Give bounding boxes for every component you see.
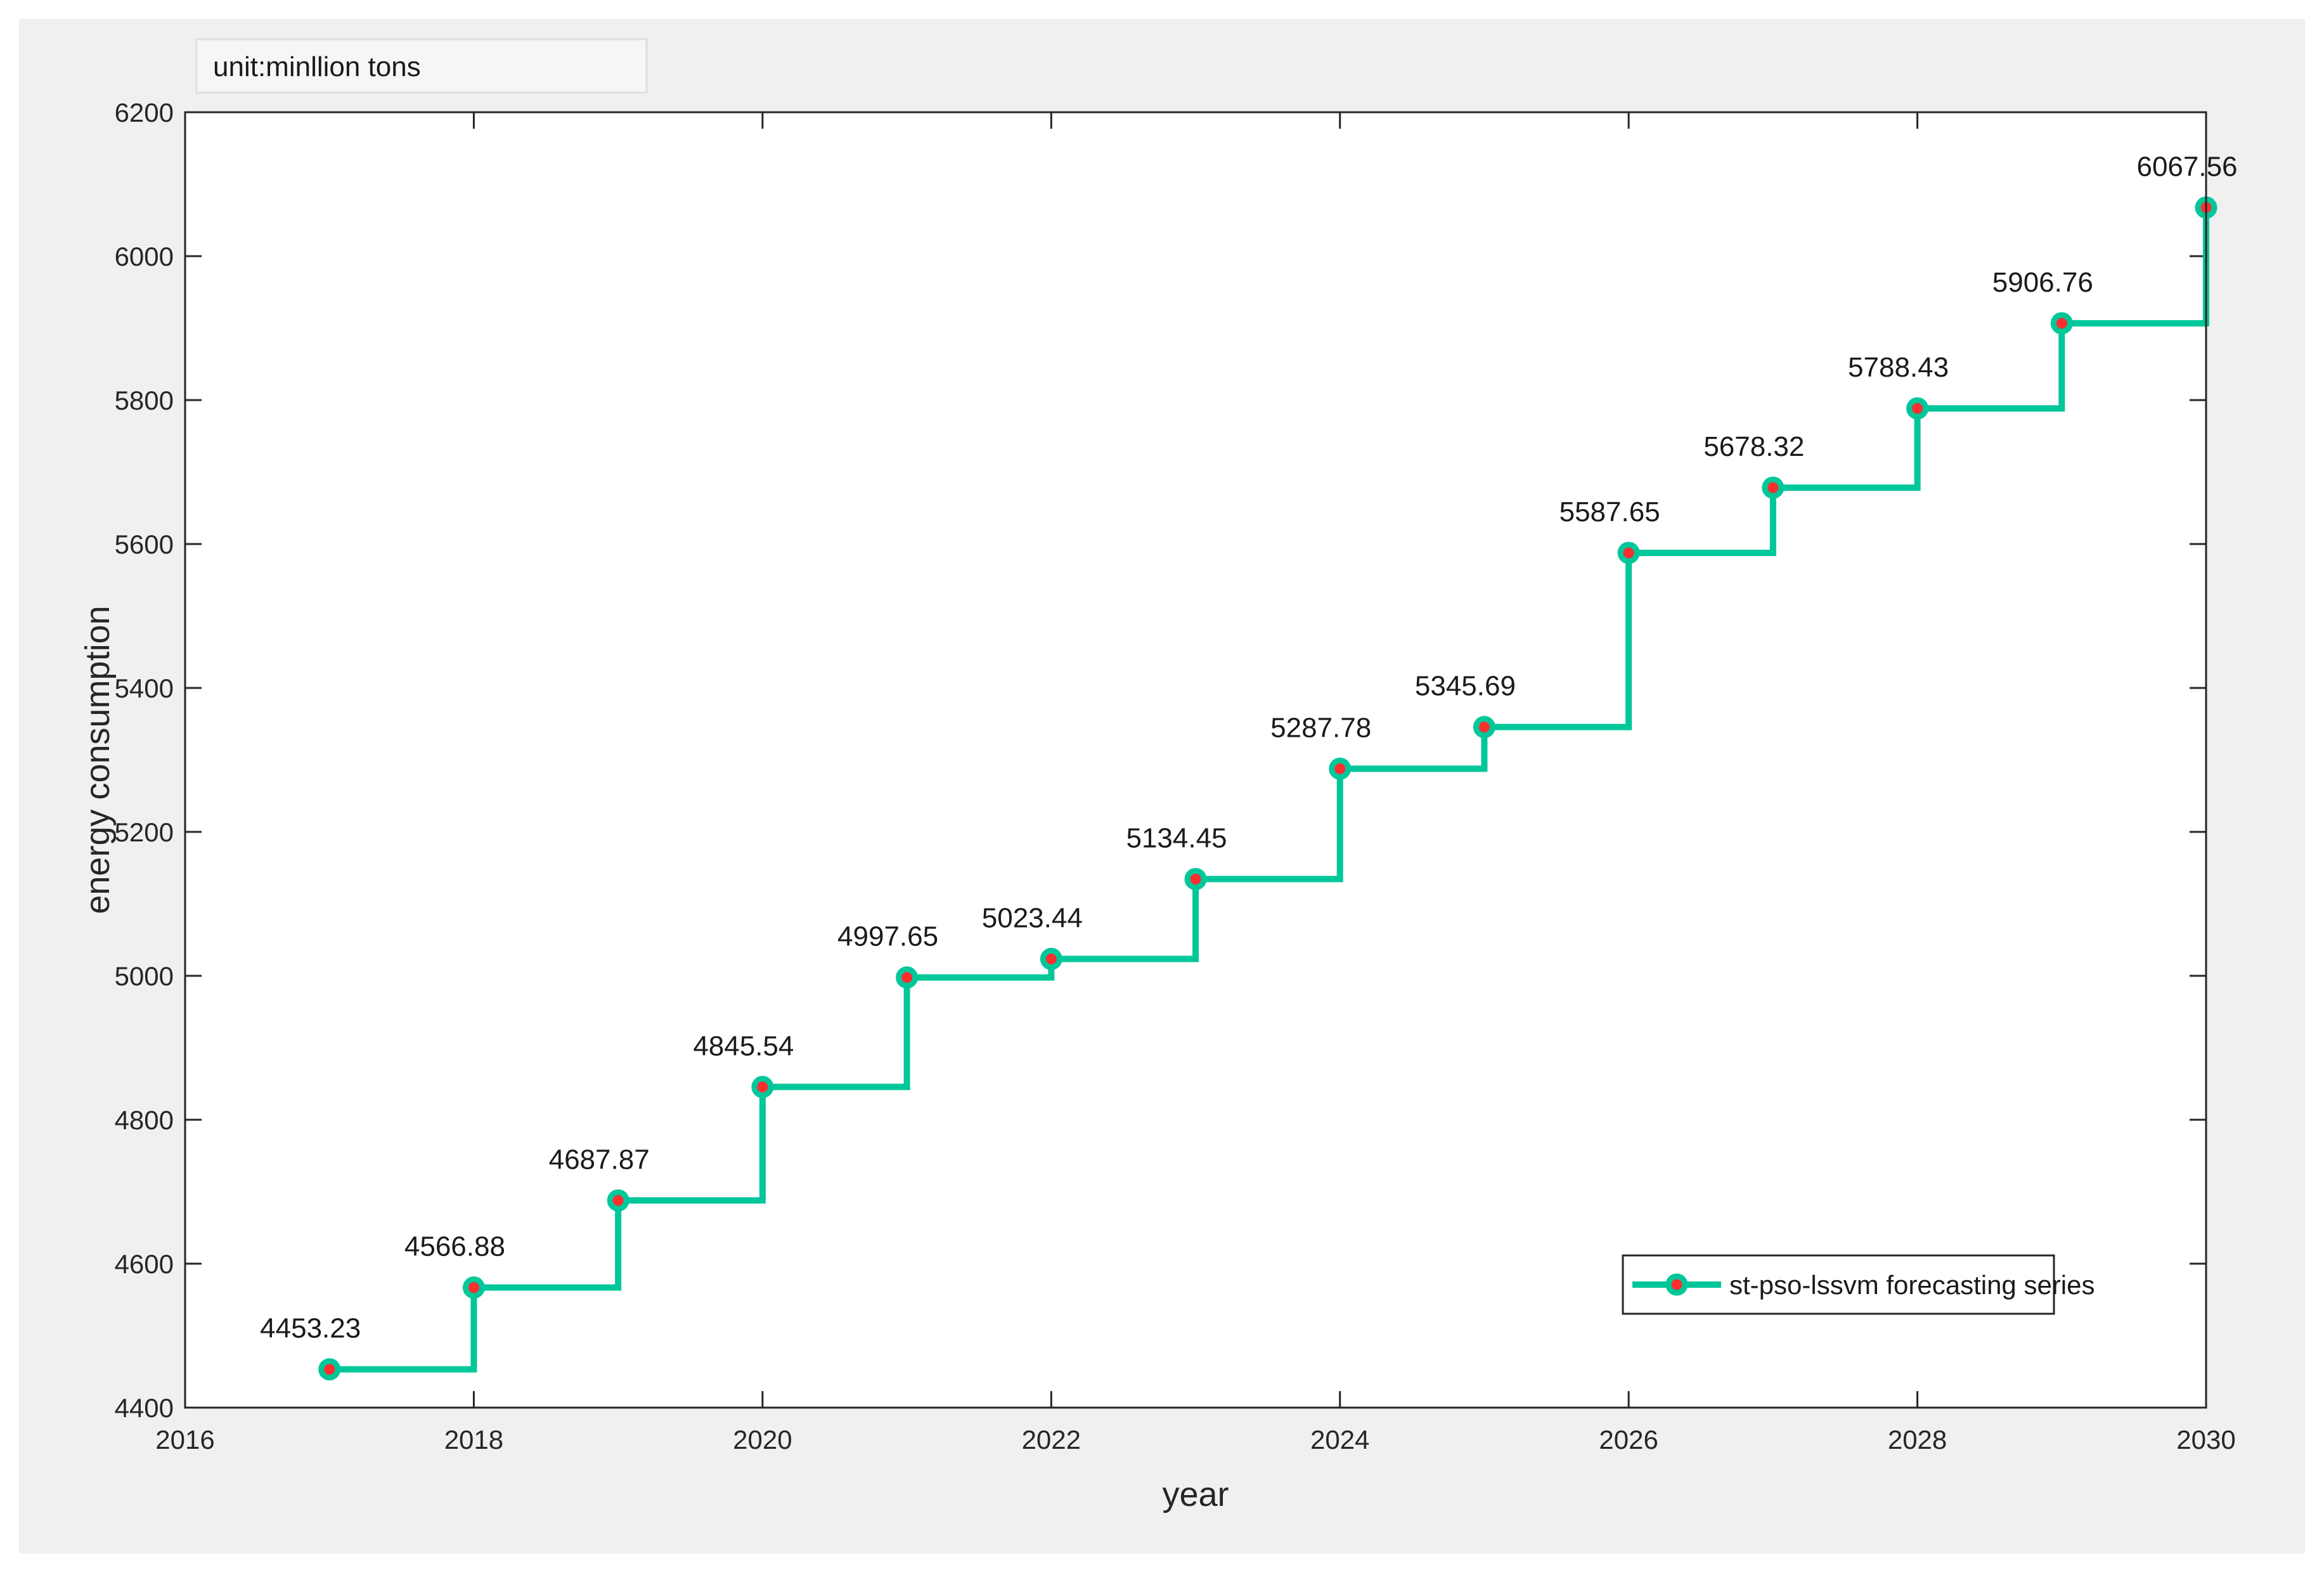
data-point xyxy=(2050,312,2073,335)
plot-frame xyxy=(184,111,2207,1409)
y-tick-label: 4800 xyxy=(115,1105,174,1135)
x-tick-label: 2026 xyxy=(1599,1425,1658,1455)
x-tick-label: 2016 xyxy=(155,1425,214,1455)
data-label: 5345.69 xyxy=(1415,671,1516,702)
plot-area xyxy=(185,112,2206,1408)
axis-ticks: 2016 2018 2020 2022 2024 2026 2028 2030 4400 4600… xyxy=(115,98,2236,1455)
y-tick-label: 6200 xyxy=(115,98,174,127)
data-point xyxy=(462,1276,485,1299)
legend-marker-sample xyxy=(1665,1273,1688,1296)
data-point xyxy=(1906,397,1929,420)
data-point xyxy=(1473,716,1495,739)
y-tick-label: 5600 xyxy=(115,529,174,559)
legend-entry-label: st-pso-lssvm forecasting series xyxy=(1729,1270,2095,1300)
data-point xyxy=(1040,947,1062,970)
data-point xyxy=(1617,541,1640,564)
data-label: 5678.32 xyxy=(1703,431,1804,462)
data-point xyxy=(1329,757,1352,780)
x-tick-label: 2024 xyxy=(1310,1425,1369,1455)
data-label: 6067.56 xyxy=(2136,151,2237,182)
annotation-box xyxy=(195,38,648,94)
data-labels: 4453.23 4566.88 4687.87 4845.54 4997.65 5023.… xyxy=(260,151,2237,1344)
series-line xyxy=(329,207,2209,1373)
legend: st-pso-lssvm forecasting series xyxy=(1622,1254,2095,1315)
y-tick-label: 5400 xyxy=(115,673,174,703)
data-label: 4845.54 xyxy=(693,1030,794,1061)
data-label: 5134.45 xyxy=(1126,822,1227,853)
data-point xyxy=(896,966,919,989)
x-tick-label: 2020 xyxy=(733,1425,792,1455)
y-tick-label: 5800 xyxy=(115,386,174,415)
y-axis-label: energy consumption xyxy=(79,606,117,914)
data-point xyxy=(1762,476,1785,499)
x-axis-label: year xyxy=(1162,1475,1229,1513)
data-label: 5287.78 xyxy=(1270,712,1371,743)
x-tick-label: 2028 xyxy=(1888,1425,1947,1455)
data-point xyxy=(607,1189,629,1212)
data-point xyxy=(318,1358,341,1381)
data-point xyxy=(1184,867,1207,890)
y-tick-label: 6000 xyxy=(115,242,174,271)
x-tick-label: 2018 xyxy=(444,1425,503,1455)
data-label: 4997.65 xyxy=(837,921,938,952)
x-tick-label: 2022 xyxy=(1022,1425,1081,1455)
data-point xyxy=(751,1075,774,1098)
annotation-text: unit:minllion tons xyxy=(213,51,421,82)
data-label: 4566.88 xyxy=(404,1231,505,1262)
data-label: 5788.43 xyxy=(1848,352,1949,383)
x-tick-label: 2030 xyxy=(2176,1425,2235,1455)
data-label: 5906.76 xyxy=(1992,267,2093,298)
y-tick-label: 4400 xyxy=(115,1393,174,1423)
data-label: 4453.23 xyxy=(260,1313,361,1344)
y-tick-label: 4600 xyxy=(115,1249,174,1279)
unit-annotation: unit:minllion tons xyxy=(195,38,648,94)
data-label: 5587.65 xyxy=(1559,496,1660,528)
data-label: 4687.87 xyxy=(549,1144,650,1175)
data-label: 5023.44 xyxy=(982,902,1083,933)
y-tick-label: 5200 xyxy=(115,817,174,847)
legend-box xyxy=(1622,1254,2055,1315)
y-tick-label: 5000 xyxy=(115,961,174,991)
